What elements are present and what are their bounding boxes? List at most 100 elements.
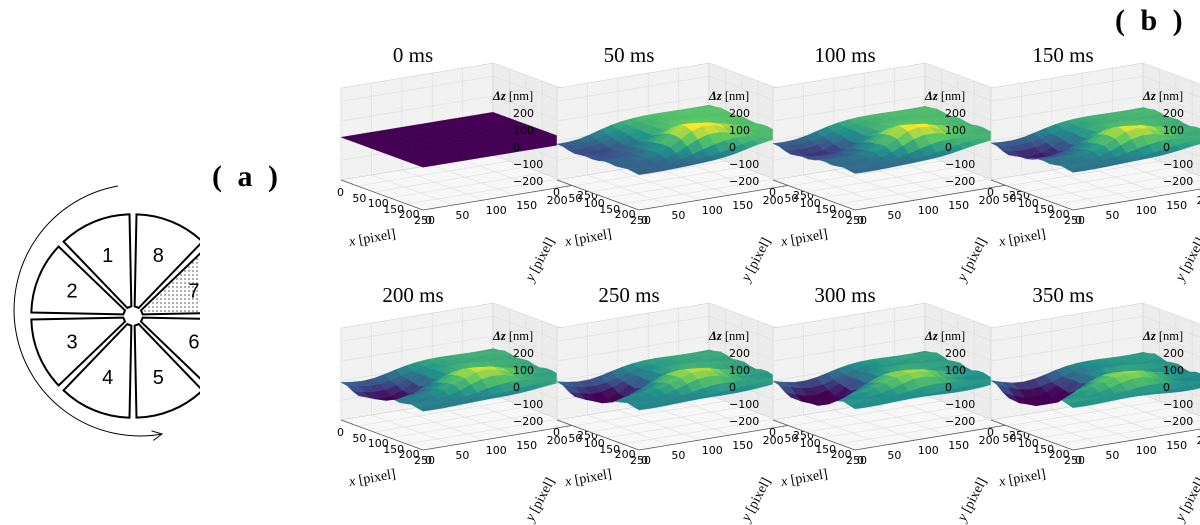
wheel-segment-6 bbox=[139, 316, 200, 380]
segmented-wheel-diagram: 1 2 3 4 5 6 7 8 bbox=[13, 185, 200, 450]
z-tick-label: 0 bbox=[729, 141, 736, 154]
surface-plot-2: 100 ms Δz [nm] 200 100 0 −100 −200 0 50 100 150 200… bbox=[765, 43, 1030, 284]
x-tick-label: 150 bbox=[815, 202, 837, 216]
wheel-segment-number: 8 bbox=[153, 245, 164, 267]
y-tick-label: 50 bbox=[671, 449, 686, 462]
z-tick-label: 100 bbox=[1163, 124, 1184, 137]
y-axis-line bbox=[422, 424, 576, 451]
y-tick-label: 100 bbox=[917, 204, 939, 217]
y-tick-label: 0 bbox=[857, 454, 864, 467]
x-tick-label: 200 bbox=[398, 208, 420, 221]
y-tick-label: 50 bbox=[1105, 209, 1120, 222]
x-tick-label: 0 bbox=[553, 426, 560, 439]
z-tick-label: −200 bbox=[513, 415, 544, 428]
x-tick-label: 50 bbox=[568, 191, 583, 205]
x-tick-label: 50 bbox=[352, 431, 367, 445]
z-tick-label: 100 bbox=[729, 364, 750, 377]
wheel-segment-number: 5 bbox=[153, 367, 164, 389]
y-tick-label: 50 bbox=[671, 209, 686, 222]
y-tick-label: 100 bbox=[485, 204, 507, 217]
z-tick-label: 200 bbox=[513, 107, 534, 120]
grid-line bbox=[390, 81, 543, 199]
z-tick-label: −200 bbox=[1163, 415, 1194, 428]
x-tick-label: 200 bbox=[830, 208, 852, 221]
x-tick-label: 200 bbox=[830, 448, 852, 461]
y-tick-label: 100 bbox=[701, 204, 723, 217]
x-tick-label: 50 bbox=[352, 191, 367, 205]
surface-plot-canvas bbox=[772, 62, 1008, 211]
z-tick-label: −200 bbox=[729, 175, 760, 188]
grid-line bbox=[772, 76, 1008, 107]
x-tick-label: 0 bbox=[769, 186, 776, 199]
surface-cell bbox=[340, 135, 359, 140]
y-tick-label: 200 bbox=[762, 434, 784, 447]
z-tick-label: 0 bbox=[729, 381, 736, 394]
x-tick-label: 50 bbox=[1002, 191, 1017, 205]
surface-plot-6: 300 ms Δz [nm] 200 100 0 −100 −200 0 50 100 150 200… bbox=[765, 283, 1030, 524]
surface-plot-0: 0 ms Δz [nm] 200 100 0 −100 −200 0 50 100 150 200 25… bbox=[333, 43, 598, 284]
y-tick-label: 0 bbox=[641, 214, 648, 227]
grid-line bbox=[340, 316, 576, 347]
wheel-segment-2 bbox=[30, 245, 127, 316]
x-tick-label: 250 bbox=[630, 453, 651, 467]
grid-line bbox=[990, 76, 1200, 102]
grid-line bbox=[617, 78, 700, 201]
grid-line bbox=[340, 95, 576, 127]
surface-plot-canvas bbox=[556, 62, 792, 211]
z-tick-label: 0 bbox=[513, 141, 520, 154]
x-tick-label: 150 bbox=[1033, 202, 1055, 216]
x-tick-label: 150 bbox=[815, 442, 837, 456]
grid-line bbox=[371, 323, 454, 446]
surface-plot-canvas bbox=[340, 302, 576, 451]
y-tick-label: 200 bbox=[546, 434, 568, 447]
wheel-segment-8 bbox=[133, 213, 200, 310]
z-tick-label: −200 bbox=[945, 175, 976, 188]
y-tick-label: 150 bbox=[516, 439, 538, 452]
x-tick-label: 50 bbox=[568, 431, 583, 445]
x-tick-label: 100 bbox=[583, 197, 605, 210]
wheel-segment-7 bbox=[139, 252, 200, 316]
z-axis-unit: [nm] bbox=[505, 329, 534, 343]
x-tick-label: 100 bbox=[1017, 197, 1039, 210]
x-tick-label: 100 bbox=[367, 197, 389, 210]
wheel-segment-3 bbox=[30, 316, 127, 387]
z-tick-label: 200 bbox=[1163, 347, 1184, 360]
y-axis-line bbox=[854, 424, 1008, 451]
grid-line bbox=[1007, 309, 1160, 427]
y-tick-label: 100 bbox=[485, 444, 507, 457]
x-tick-label: 250 bbox=[846, 213, 867, 227]
wheel-segment-4 bbox=[62, 322, 133, 419]
z-tick-label: −200 bbox=[729, 415, 760, 428]
grid-line bbox=[1023, 75, 1177, 193]
wheel-segment-number: 7 bbox=[188, 281, 199, 303]
plot-title: 250 ms bbox=[598, 283, 660, 307]
z-tick-label: 100 bbox=[945, 364, 966, 377]
surface-plot-canvas bbox=[990, 62, 1200, 211]
panel-a-label: ( a ) bbox=[212, 160, 282, 193]
grid-line bbox=[556, 335, 792, 367]
plot-title: 50 ms bbox=[603, 43, 655, 67]
y-tick-label: 200 bbox=[546, 194, 568, 207]
z-tick-label: 200 bbox=[945, 107, 966, 120]
y-axis-unit: [pixel] bbox=[1177, 235, 1200, 276]
y-tick-label: 200 bbox=[1197, 194, 1200, 207]
y-axis-line bbox=[422, 184, 576, 211]
grid-line bbox=[401, 78, 484, 201]
grid-line bbox=[390, 321, 543, 439]
grid-line bbox=[1040, 321, 1193, 439]
surface-cell bbox=[772, 380, 790, 387]
grid-line bbox=[822, 321, 975, 439]
grid-line bbox=[587, 323, 670, 446]
x-tick-label: 0 bbox=[337, 186, 344, 199]
z-tick-label: −100 bbox=[945, 158, 976, 171]
z-axis-label: Δz [nm] bbox=[493, 329, 533, 344]
z-tick-label: −100 bbox=[1163, 398, 1194, 411]
surface-plot-canvas bbox=[990, 302, 1200, 451]
grid-line bbox=[340, 76, 576, 107]
grid-line bbox=[589, 315, 743, 433]
grid-line bbox=[990, 95, 1200, 122]
z-tick-label: −200 bbox=[513, 175, 544, 188]
z-tick-label: 200 bbox=[513, 347, 534, 360]
x-tick-label: 250 bbox=[1064, 213, 1085, 227]
y-tick-label: 50 bbox=[455, 209, 470, 222]
